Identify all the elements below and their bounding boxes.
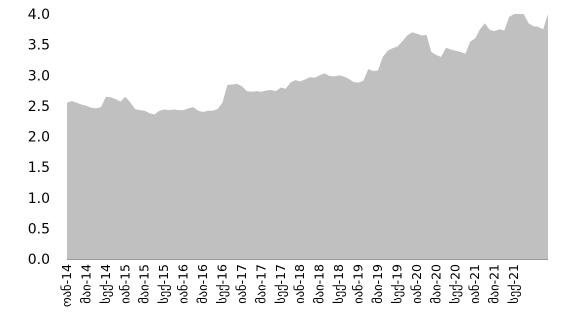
area-series bbox=[67, 14, 548, 259]
x-tick-label: იან-19 bbox=[351, 264, 366, 304]
y-tick-label: 3.5 bbox=[28, 38, 50, 54]
x-tick-label: იან-18 bbox=[292, 264, 307, 304]
x-tick-label: მაი-21 bbox=[487, 264, 502, 304]
x-tick-label: სექ-16 bbox=[214, 264, 229, 304]
y-tick-label: 1.0 bbox=[28, 191, 50, 207]
x-tick-label: იან-15 bbox=[117, 264, 132, 304]
x-tick-label: მაი-18 bbox=[312, 264, 327, 304]
x-tick-label: იან-17 bbox=[234, 264, 249, 304]
x-tick-label: იან-21 bbox=[467, 264, 482, 304]
x-tick-label: იან-16 bbox=[176, 264, 191, 304]
x-tick-label: მაი-17 bbox=[253, 264, 268, 304]
x-tick-label: სექ-19 bbox=[389, 264, 404, 304]
x-tick-label: სექ-14 bbox=[98, 264, 113, 304]
x-tick-label: იან-20 bbox=[409, 264, 424, 304]
x-tick-label: მაი-20 bbox=[428, 264, 443, 304]
x-axis-tick-labels: ოან-14 მაი-14 სექ-14 იან-15 მაი-15 სექ-15 იან-… bbox=[59, 264, 521, 307]
x-tick-label: სექ-21 bbox=[506, 264, 521, 304]
x-tick-label: მაი-19 bbox=[370, 264, 385, 304]
y-tick-label: 0.0 bbox=[28, 252, 50, 268]
y-tick-label: 0.5 bbox=[28, 221, 50, 237]
x-tick-label: სექ-20 bbox=[448, 264, 463, 304]
y-tick-label: 2.0 bbox=[28, 130, 50, 146]
x-tick-label: ოან-14 bbox=[59, 264, 74, 307]
x-tick-label: სექ-17 bbox=[273, 264, 288, 304]
y-tick-label: 4.0 bbox=[28, 7, 50, 23]
x-tick-label: მაი-14 bbox=[78, 264, 93, 304]
x-tick-label: სექ-15 bbox=[156, 264, 171, 304]
y-tick-label: 2.5 bbox=[28, 99, 50, 115]
area-layer bbox=[67, 14, 548, 259]
x-tick-label: სექ-18 bbox=[331, 264, 346, 304]
y-tick-label: 1.5 bbox=[28, 160, 50, 176]
y-axis-tick-labels: 0.0 0.5 1.0 1.5 2.0 2.5 3.0 3.5 4.0 bbox=[28, 7, 50, 268]
x-tick-label: მაი-15 bbox=[137, 264, 152, 304]
y-tick-label: 3.0 bbox=[28, 68, 50, 84]
x-tick-label: მაი-16 bbox=[195, 264, 210, 304]
